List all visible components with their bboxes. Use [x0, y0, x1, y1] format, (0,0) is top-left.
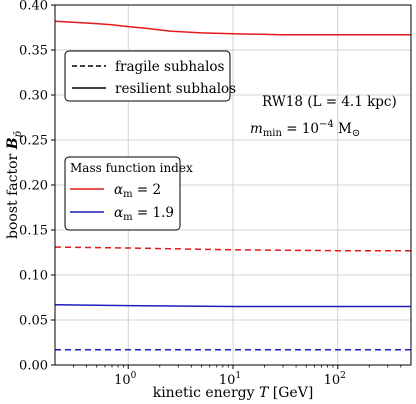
legend-alpha-title: Mass function index	[70, 161, 193, 175]
series-line-alpha-2-solid	[54, 20, 411, 36]
y-tick-label: 0.35	[19, 44, 48, 59]
x-tick-label: 100	[114, 371, 137, 388]
y-tick-label: 0.05	[19, 314, 48, 329]
legend-style-box	[64, 50, 231, 102]
legend-alpha19-label: αm = 1.9	[114, 205, 174, 223]
series-group	[54, 20, 411, 351]
annotation-model: RW18 (L = 4.1 kpc)	[262, 94, 397, 110]
x-axis-label: kinetic energy T [GeV]	[153, 385, 314, 401]
y-tick-label: 0.25	[19, 134, 48, 149]
legend-resilient-label: resilient subhalos	[115, 81, 236, 97]
y-tick-label: 0.30	[19, 89, 48, 104]
series-line-alpha-19-solid	[54, 303, 411, 308]
y-axis: 0.00 0.05 0.10 0.15 0.20 0.25 0.30 0.35 0.40	[19, 0, 55, 374]
y-axis-label: boost factor Bp̄	[5, 130, 24, 239]
annotation-mmin: mmin = 10−4 M⊙	[250, 119, 360, 139]
legend-alpha2-label: αm = 2	[114, 182, 161, 200]
legend-fragile-label: fragile subhalos	[115, 59, 225, 75]
x-axis: 100 101 102	[73, 365, 402, 388]
legend-alpha: Mass function index αm = 2 αm = 1.9	[64, 156, 193, 231]
y-tick-label: 0.20	[19, 179, 48, 194]
y-tick-label: 0.40	[19, 0, 48, 14]
x-tick-label: 101	[219, 371, 241, 388]
y-tick-label: 0.15	[19, 224, 48, 239]
y-tick-label: 0.10	[19, 269, 48, 284]
x-tick-label: 102	[324, 371, 346, 388]
legend-style: fragile subhalos resilient subhalos	[64, 50, 236, 102]
y-tick-label: 0.00	[19, 359, 48, 374]
